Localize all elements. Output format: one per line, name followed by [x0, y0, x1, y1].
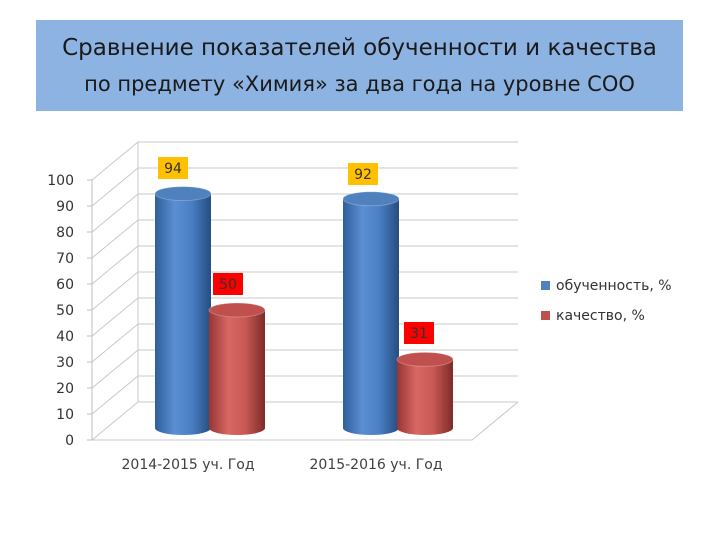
- bar-body: [155, 193, 211, 435]
- x-category-label: 2014-2015 уч. Год: [122, 457, 255, 473]
- gridline: [91, 141, 518, 181]
- y-tick-label: 0: [65, 433, 74, 449]
- bar: [342, 191, 400, 435]
- data-label-bg: [348, 163, 378, 185]
- data-labels: 94 50 92 31: [158, 157, 434, 344]
- bar: [208, 302, 266, 435]
- bar-top: [342, 191, 400, 207]
- slide-title-line-1: Сравнение показателей обученности и каче…: [62, 34, 657, 61]
- data-label-text: 94: [164, 161, 182, 177]
- chart-legend: обученность, % качество, %: [541, 278, 672, 324]
- data-label-bg: [158, 157, 188, 179]
- y-tick-label: 30: [56, 355, 74, 371]
- data-label-text: 31: [410, 326, 428, 342]
- y-tick-label: 90: [56, 199, 74, 215]
- y-axis: 0 10 20 30 40 50 60 70 80 90 100: [47, 173, 93, 449]
- slide-title-box: Сравнение показателей обученности и каче…: [36, 20, 683, 111]
- data-label: 94: [158, 157, 188, 179]
- y-tick-label: 40: [56, 329, 74, 345]
- gridline: [91, 167, 518, 207]
- legend-label: качество, %: [556, 308, 645, 324]
- bar-body: [397, 359, 453, 435]
- x-axis: 2014-2015 уч. Год 2015-2016 уч. Год: [122, 457, 443, 473]
- floor-edge: [92, 401, 519, 441]
- data-label-text: 92: [354, 167, 372, 183]
- bar-top: [154, 186, 212, 202]
- slide-title-line-2: по предмету «Химия» за два года на уровн…: [84, 71, 635, 96]
- x-category-label: 2015-2016 уч. Год: [310, 457, 443, 473]
- bar: [154, 186, 212, 435]
- legend-entry: качество, %: [541, 308, 645, 324]
- y-tick-label: 10: [56, 407, 74, 423]
- data-label: 50: [213, 273, 243, 295]
- legend-swatch: [541, 281, 550, 290]
- y-tick-label: 20: [56, 381, 74, 397]
- bar: [396, 351, 454, 435]
- bar-body: [209, 310, 265, 435]
- y-tick-label: 70: [56, 251, 74, 267]
- bar-body: [343, 198, 399, 435]
- y-tick-label: 60: [56, 277, 74, 293]
- bar-top: [208, 302, 266, 318]
- y-tick-label: 100: [47, 173, 74, 189]
- chart-bars: [154, 186, 454, 435]
- data-label-text: 50: [219, 277, 237, 293]
- y-tick-label: 80: [56, 225, 74, 241]
- legend-label: обученность, %: [556, 278, 672, 294]
- legend-swatch: [541, 311, 550, 320]
- legend-entry: обученность, %: [541, 278, 672, 294]
- data-label-bg: [213, 273, 243, 295]
- data-label: 92: [348, 163, 378, 185]
- bar-top: [396, 351, 454, 367]
- data-label-bg: [404, 322, 434, 344]
- y-tick-label: 50: [56, 303, 74, 319]
- data-label: 31: [404, 322, 434, 344]
